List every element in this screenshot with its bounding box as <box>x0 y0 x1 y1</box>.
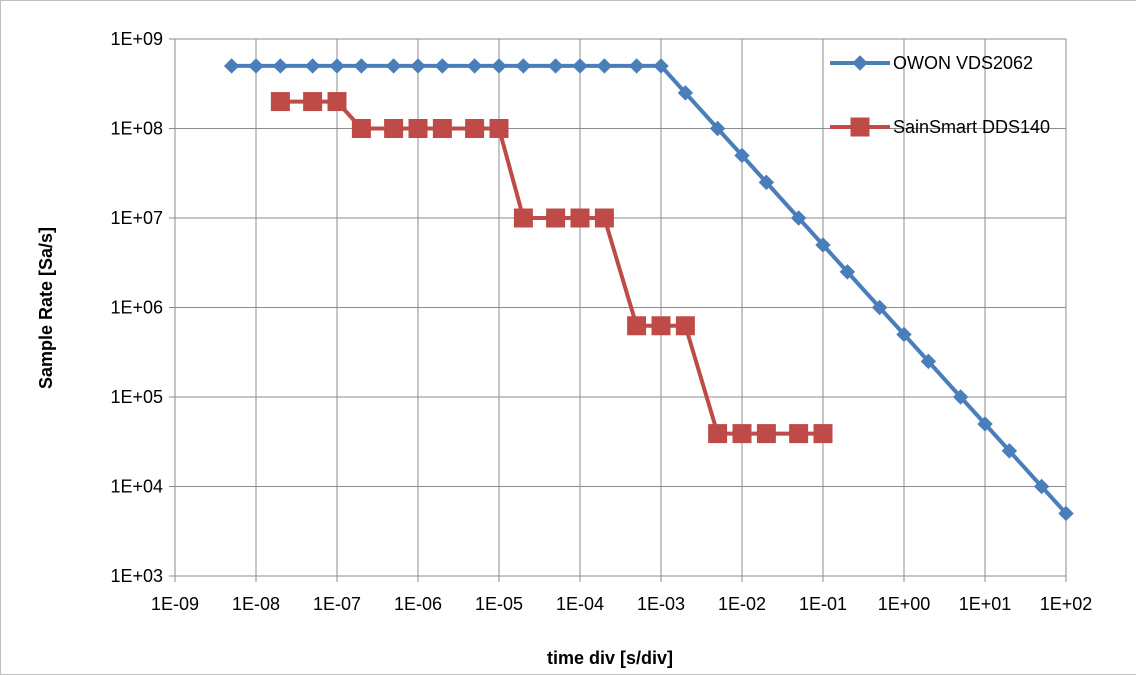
data-point <box>813 424 833 444</box>
data-point <box>572 58 588 74</box>
legend-label: OWON VDS2062 <box>893 53 1033 73</box>
y-tick-label: 1E+03 <box>110 566 163 586</box>
legend-label: SainSmart DDS140 <box>893 117 1050 137</box>
y-tick-label: 1E+09 <box>110 29 163 49</box>
data-point <box>570 208 590 228</box>
x-tick-label: 1E-08 <box>232 594 280 614</box>
data-point <box>594 208 614 228</box>
x-tick-label: 1E-01 <box>799 594 847 614</box>
x-tick-label: 1E-05 <box>475 594 523 614</box>
y-axis-title: Sample Rate [Sa/s] <box>36 227 56 389</box>
legend: OWON VDS2062 SainSmart DDS140 <box>830 53 1050 137</box>
x-axis-title: time div [s/div] <box>547 648 673 668</box>
data-point <box>272 58 289 74</box>
data-point <box>546 208 566 228</box>
data-point <box>677 85 694 101</box>
data-point <box>952 389 969 405</box>
y-tick-label: 1E+04 <box>110 477 163 497</box>
data-point <box>628 58 645 74</box>
x-tick-label: 1E-03 <box>637 594 685 614</box>
data-point <box>491 58 507 74</box>
data-point <box>790 210 807 226</box>
data-point <box>466 58 483 74</box>
x-tick-label: 1E+00 <box>878 594 931 614</box>
data-point <box>434 58 451 74</box>
data-point <box>489 119 509 138</box>
data-point <box>304 58 321 74</box>
y-tick-label: 1E+07 <box>110 208 163 228</box>
data-point <box>653 58 669 74</box>
legend-item: OWON VDS2062 <box>830 53 1033 73</box>
y-tick-label: 1E+05 <box>110 387 163 407</box>
data-point <box>408 119 428 138</box>
data-point <box>515 58 532 74</box>
legend-marker <box>850 117 870 137</box>
data-point <box>839 264 856 280</box>
x-tick-label: 1E-02 <box>718 594 766 614</box>
x-tick-label: 1E-07 <box>313 594 361 614</box>
axes <box>169 38 1067 582</box>
data-point <box>385 58 402 74</box>
data-point <box>223 58 240 74</box>
data-point <box>708 424 728 444</box>
data-point <box>789 424 809 444</box>
series-2 <box>270 92 833 444</box>
data-point <box>977 416 993 432</box>
data-point <box>675 316 695 336</box>
data-point <box>732 424 752 444</box>
x-tick-label: 1E-09 <box>151 594 199 614</box>
data-point <box>896 326 912 343</box>
data-point <box>1058 505 1074 522</box>
x-tick-label: 1E+02 <box>1040 594 1093 614</box>
series-1 <box>223 58 1074 522</box>
data-point <box>815 237 831 253</box>
data-point <box>709 120 726 137</box>
data-point <box>270 92 290 112</box>
data-point <box>329 58 345 74</box>
data-point <box>871 299 888 316</box>
data-point <box>596 58 613 74</box>
data-point <box>384 119 404 138</box>
data-point <box>432 119 452 138</box>
y-tick-label: 1E+06 <box>110 298 163 318</box>
legend-item: SainSmart DDS140 <box>830 117 1050 137</box>
data-point <box>1033 478 1050 495</box>
data-point <box>734 147 750 164</box>
data-point <box>465 119 485 138</box>
grid-lines <box>175 38 1067 576</box>
data-point <box>627 316 647 336</box>
data-point <box>353 58 370 74</box>
data-point <box>410 58 426 74</box>
x-tick-label: 1E-06 <box>394 594 442 614</box>
legend-marker <box>852 55 868 71</box>
x-tick-label: 1E+01 <box>959 594 1012 614</box>
data-point <box>920 353 937 370</box>
y-tick-label: 1E+08 <box>110 119 163 139</box>
data-point <box>651 316 671 336</box>
series-layer <box>223 58 1074 522</box>
x-tick-labels: 1E-09 1E-08 1E-07 1E-06 1E-05 1E-04 1E-03 1E-02… <box>151 594 1092 614</box>
data-point <box>758 174 775 191</box>
data-point <box>547 58 564 74</box>
data-point <box>1001 443 1018 459</box>
data-point <box>248 58 264 74</box>
data-point <box>303 92 323 112</box>
data-point <box>756 424 776 444</box>
data-point <box>327 92 347 112</box>
data-point <box>351 119 371 138</box>
data-point <box>513 208 533 228</box>
x-tick-label: 1E-04 <box>556 594 604 614</box>
y-tick-labels: 1E+03 1E+04 1E+05 1E+06 1E+07 1E+08 1E+09 <box>110 29 163 586</box>
